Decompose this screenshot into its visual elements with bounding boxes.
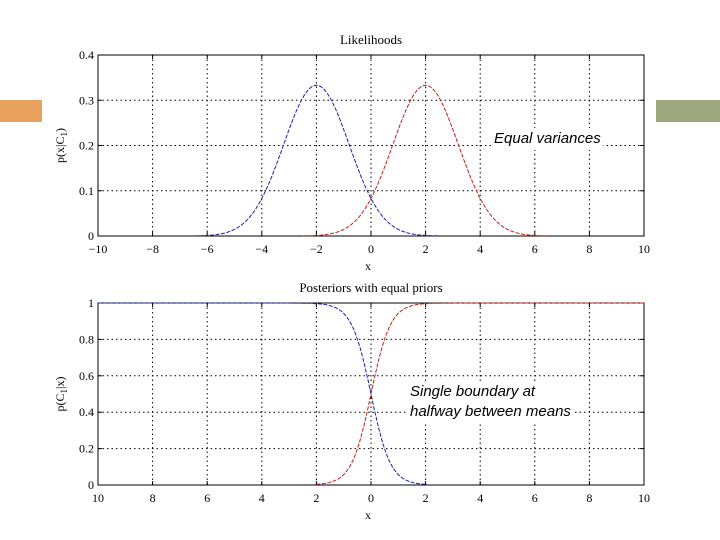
y-tick-label: 0.8 bbox=[79, 332, 94, 346]
y-tick-label: 0.4 bbox=[79, 48, 94, 62]
x-tick-label: −10 bbox=[89, 242, 108, 256]
y-tick-label: 1 bbox=[88, 296, 94, 310]
decor-accent-right bbox=[656, 100, 720, 122]
x-tick-label: 2 bbox=[313, 491, 319, 505]
x-tick-label: −6 bbox=[201, 242, 214, 256]
x-tick-label: 6 bbox=[532, 491, 538, 505]
series-line-2 bbox=[316, 302, 644, 485]
x-axis-label: x bbox=[365, 508, 371, 522]
series-line-1 bbox=[193, 84, 440, 237]
x-tick-label: 0 bbox=[368, 491, 374, 505]
decor-accent-left bbox=[0, 100, 42, 122]
x-tick-label: 4 bbox=[259, 491, 265, 505]
x-axis-label: x bbox=[365, 259, 371, 273]
x-tick-label: 0 bbox=[368, 242, 374, 256]
x-tick-label: 8 bbox=[150, 491, 156, 505]
x-tick-label: 6 bbox=[532, 242, 538, 256]
x-tick-label: 6 bbox=[204, 491, 210, 505]
x-tick-label: 8 bbox=[586, 242, 592, 256]
annotation-single-boundary: Single boundary at halfway between means bbox=[408, 382, 573, 422]
annotation-text-line-2: halfway between means bbox=[410, 403, 571, 420]
y-tick-label: 0.2 bbox=[79, 139, 94, 153]
x-tick-label: −2 bbox=[310, 242, 323, 256]
annotation-text-line-1: Single boundary at bbox=[410, 383, 536, 400]
x-tick-label: −8 bbox=[146, 242, 159, 256]
chart-title: Posteriors with equal priors bbox=[299, 280, 442, 295]
chart-title: Likelihoods bbox=[340, 32, 402, 47]
likelihoods-chart: −10 −8 −6 −4 −2 0 2 4 6 8 10 0 0.1 0.2 0.3 0.4 Likelihoo… bbox=[53, 32, 650, 273]
y-tick-label: 0.1 bbox=[79, 184, 94, 198]
x-tick-label: 10 bbox=[638, 242, 650, 256]
x-tick-label: −4 bbox=[255, 242, 268, 256]
y-tick-label: 0.2 bbox=[79, 442, 94, 456]
y-tick-label: 0.3 bbox=[79, 93, 94, 107]
annotation-equal-variances: Equal variances bbox=[492, 128, 603, 150]
y-tick-label: 0 bbox=[88, 478, 94, 492]
x-tick-label: 10 bbox=[638, 491, 650, 505]
x-tick-label: 4 bbox=[477, 491, 483, 505]
annotation-text: Equal variances bbox=[494, 130, 601, 147]
series-line-2 bbox=[302, 84, 549, 237]
x-tick-label: 2 bbox=[423, 491, 429, 505]
y-tick-label: 0 bbox=[88, 229, 94, 243]
x-tick-label: 4 bbox=[477, 242, 483, 256]
y-tick-label: 0.6 bbox=[79, 369, 94, 383]
x-tick-label: 10 bbox=[92, 491, 104, 505]
x-tick-label: 8 bbox=[586, 491, 592, 505]
y-axis-label: p(C1|x) bbox=[53, 377, 69, 412]
y-axis-label: p(x|C1) bbox=[53, 128, 69, 163]
x-tick-label: 2 bbox=[423, 242, 429, 256]
y-tick-label: 0.4 bbox=[79, 405, 94, 419]
